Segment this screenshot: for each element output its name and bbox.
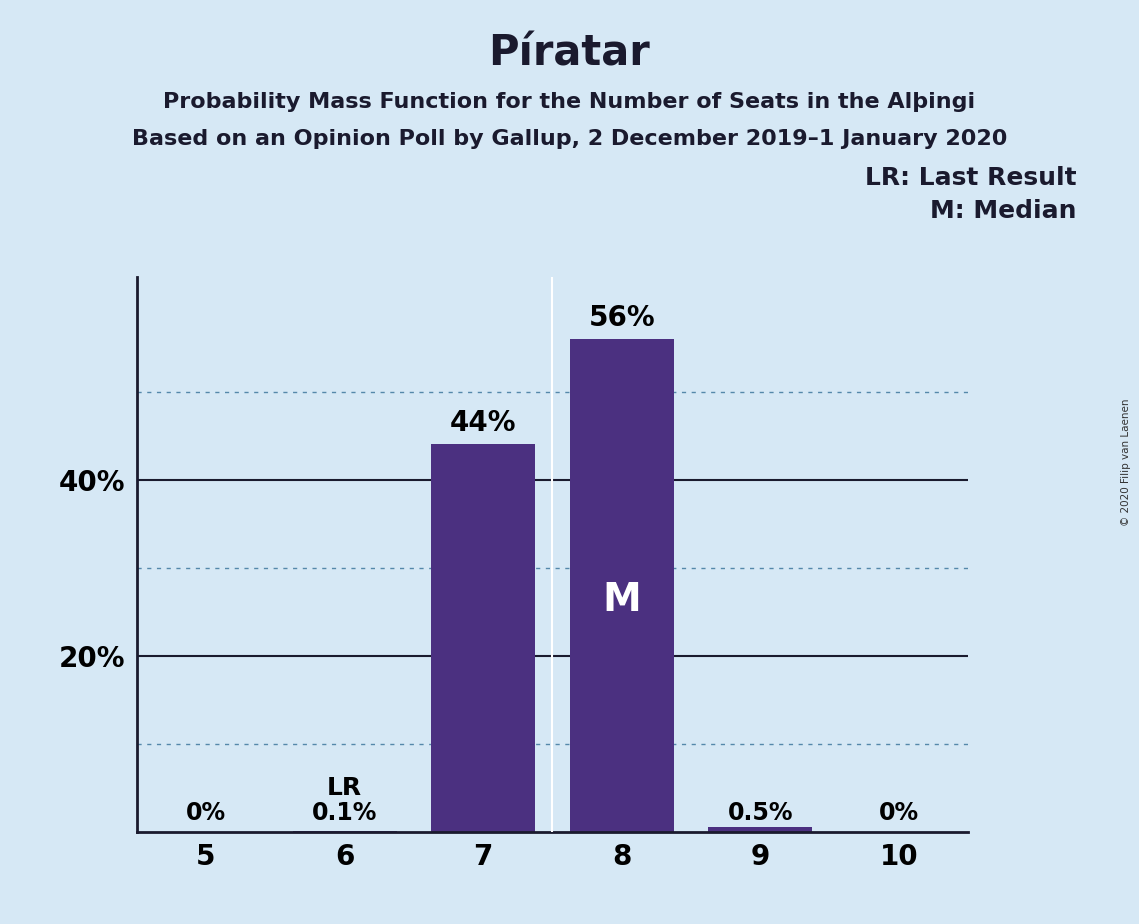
Bar	[708, 827, 812, 832]
Bar	[570, 339, 673, 832]
Text: 0%: 0%	[879, 800, 919, 824]
Text: LR: Last Result: LR: Last Result	[865, 166, 1076, 190]
Text: 0.1%: 0.1%	[312, 800, 377, 824]
Text: 0.5%: 0.5%	[728, 800, 793, 824]
Text: M: Median: M: Median	[929, 199, 1076, 223]
Text: © 2020 Filip van Laenen: © 2020 Filip van Laenen	[1121, 398, 1131, 526]
Bar	[432, 444, 535, 832]
Text: 56%: 56%	[589, 304, 655, 332]
Text: M: M	[603, 581, 641, 619]
Text: 0%: 0%	[186, 800, 226, 824]
Text: Based on an Opinion Poll by Gallup, 2 December 2019–1 January 2020: Based on an Opinion Poll by Gallup, 2 De…	[132, 129, 1007, 150]
Text: Píratar: Píratar	[489, 32, 650, 74]
Text: LR: LR	[327, 776, 362, 800]
Text: 44%: 44%	[450, 409, 516, 437]
Text: Probability Mass Function for the Number of Seats in the Alþingi: Probability Mass Function for the Number…	[163, 92, 976, 113]
